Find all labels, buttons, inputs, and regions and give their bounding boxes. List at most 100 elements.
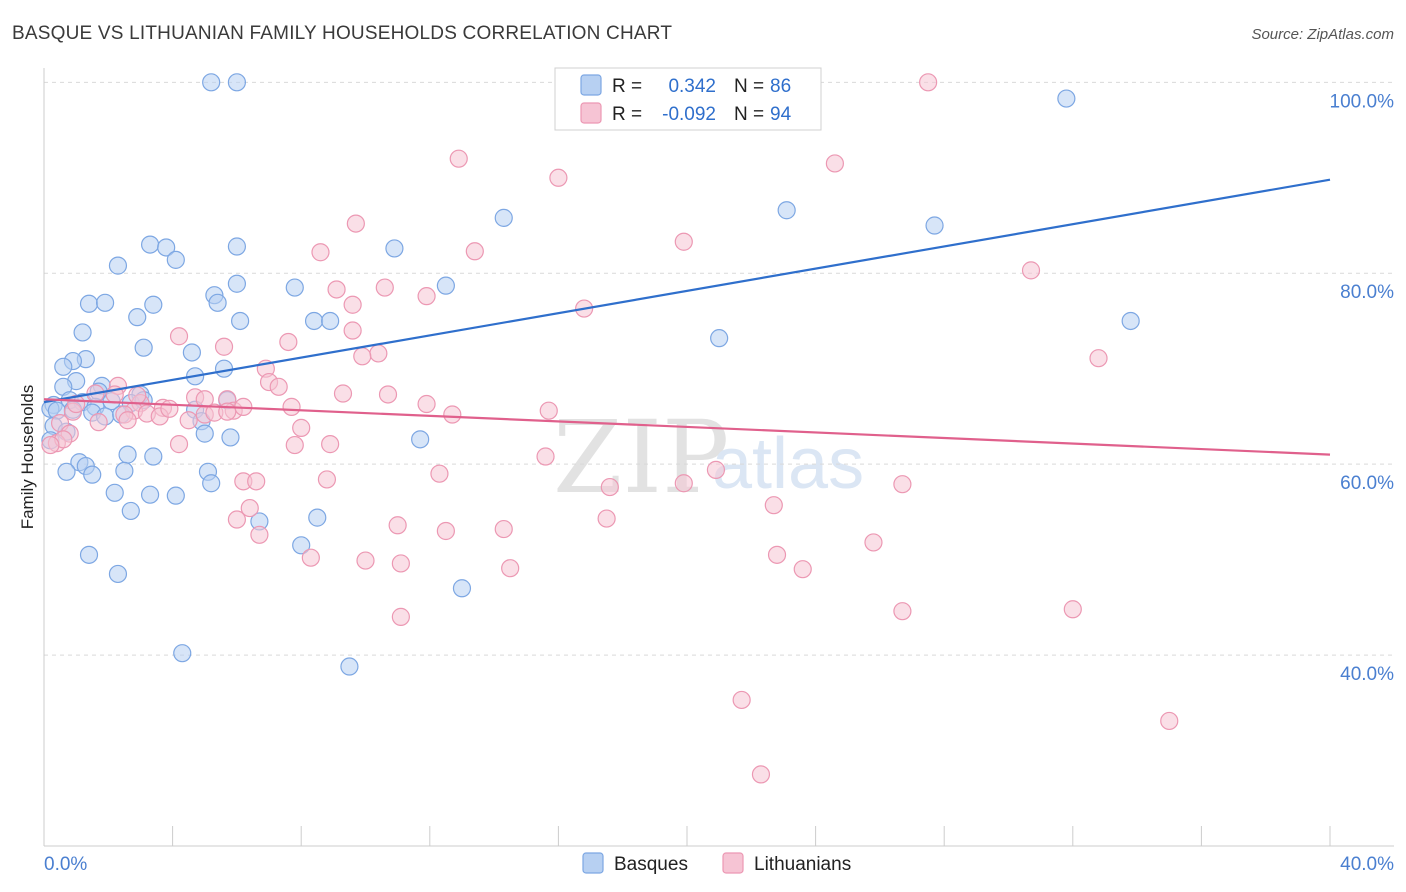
bottom-legend-swatch-lithuanians bbox=[722, 852, 744, 874]
y-tick-label-80: 80.0% bbox=[1340, 282, 1394, 303]
point-basques bbox=[182, 343, 201, 362]
point-lithuanians bbox=[247, 472, 266, 491]
point-lithuanians bbox=[343, 321, 362, 340]
legend-n-value-lithuanians: 94 bbox=[770, 104, 792, 125]
point-lithuanians bbox=[353, 347, 372, 366]
point-basques bbox=[304, 311, 324, 331]
point-basques bbox=[321, 311, 340, 331]
watermark: ZIP atlas bbox=[553, 399, 864, 516]
point-lithuanians bbox=[118, 411, 137, 430]
point-lithuanians bbox=[430, 464, 449, 483]
point-lithuanians bbox=[356, 551, 375, 570]
y-tick-label-100: 100.0% bbox=[1330, 91, 1395, 112]
point-lithuanians bbox=[391, 554, 410, 573]
point-lithuanians bbox=[218, 402, 237, 421]
point-lithuanians bbox=[893, 602, 912, 621]
chart-title: BASQUE VS LITHUANIAN FAMILY HOUSEHOLDS C… bbox=[12, 23, 672, 44]
point-lithuanians bbox=[436, 521, 455, 541]
point-basques bbox=[134, 338, 153, 357]
point-lithuanians bbox=[250, 525, 269, 544]
point-lithuanians bbox=[1021, 261, 1041, 280]
point-lithuanians bbox=[160, 399, 179, 418]
point-lithuanians bbox=[1089, 349, 1108, 368]
point-basques bbox=[121, 501, 140, 521]
y-tick-label-60: 60.0% bbox=[1340, 473, 1394, 494]
legend-n-label-basques: N = bbox=[734, 76, 764, 97]
point-basques bbox=[144, 447, 163, 466]
point-lithuanians bbox=[732, 690, 751, 710]
point-lithuanians bbox=[465, 242, 484, 261]
point-lithuanians bbox=[321, 435, 340, 454]
point-basques bbox=[202, 474, 221, 493]
point-basques bbox=[108, 564, 128, 584]
point-lithuanians bbox=[378, 385, 398, 404]
point-basques bbox=[385, 239, 404, 258]
bottom-legend-swatch-basques bbox=[582, 852, 604, 874]
point-basques bbox=[79, 294, 99, 313]
point-basques bbox=[340, 657, 359, 676]
trend-line-basques bbox=[43, 178, 1331, 404]
point-lithuanians bbox=[825, 154, 844, 173]
point-basques bbox=[54, 357, 73, 376]
point-basques bbox=[118, 445, 137, 464]
point-lithuanians bbox=[375, 278, 394, 297]
point-basques bbox=[83, 465, 102, 484]
point-lithuanians bbox=[536, 447, 555, 466]
stats-legend: R = 0.342 N = 86 R = -0.092 N = 94 bbox=[554, 67, 822, 131]
point-basques bbox=[227, 73, 246, 92]
point-lithuanians bbox=[292, 418, 311, 437]
point-basques bbox=[166, 486, 185, 505]
series-lithuanians-points bbox=[41, 73, 1179, 784]
point-lithuanians bbox=[41, 435, 60, 455]
point-lithuanians bbox=[767, 545, 787, 564]
point-lithuanians bbox=[327, 280, 346, 299]
point-basques bbox=[208, 293, 227, 312]
point-lithuanians bbox=[919, 73, 938, 92]
point-basques bbox=[115, 461, 134, 480]
point-basques bbox=[231, 311, 250, 331]
point-basques bbox=[494, 208, 513, 227]
grid-lines bbox=[44, 81, 1394, 656]
point-basques bbox=[140, 485, 160, 504]
point-lithuanians bbox=[317, 470, 337, 489]
point-lithuanians bbox=[279, 332, 298, 352]
point-lithuanians bbox=[539, 401, 558, 420]
y-tick-labels: 40.0% 60.0% 80.0% 100.0% bbox=[1330, 91, 1395, 685]
point-lithuanians bbox=[311, 243, 330, 262]
point-basques bbox=[195, 424, 214, 443]
point-basques bbox=[144, 295, 163, 314]
legend-swatch-lithuanians bbox=[580, 102, 602, 124]
point-lithuanians bbox=[501, 559, 520, 578]
y-tick-label-40: 40.0% bbox=[1340, 664, 1394, 685]
point-lithuanians bbox=[333, 384, 353, 403]
point-basques bbox=[221, 428, 240, 447]
point-basques bbox=[710, 329, 729, 348]
point-basques bbox=[227, 274, 246, 293]
point-basques bbox=[79, 545, 99, 564]
point-lithuanians bbox=[179, 411, 198, 430]
x-tick-label-min: 0.0% bbox=[44, 854, 87, 875]
point-lithuanians bbox=[1160, 711, 1179, 731]
point-lithuanians bbox=[128, 386, 147, 405]
bottom-legend-label-basques: Basques bbox=[614, 854, 688, 875]
legend-swatch-basques bbox=[580, 74, 602, 96]
point-basques bbox=[308, 508, 327, 527]
point-lithuanians bbox=[89, 413, 108, 432]
point-lithuanians bbox=[169, 327, 189, 346]
point-basques bbox=[436, 276, 455, 295]
point-lithuanians bbox=[169, 435, 189, 454]
point-basques bbox=[227, 237, 246, 256]
x-axis-ticks bbox=[172, 826, 1331, 846]
legend-n-value-basques: 86 bbox=[770, 76, 791, 97]
point-lithuanians bbox=[269, 377, 288, 396]
point-basques bbox=[140, 235, 160, 254]
point-basques bbox=[157, 238, 176, 257]
point-lithuanians bbox=[674, 474, 693, 493]
legend-r-label-basques: R = bbox=[612, 76, 642, 97]
point-basques bbox=[202, 73, 221, 92]
chart-source: Source: ZipAtlas.com bbox=[1251, 26, 1394, 43]
point-lithuanians bbox=[864, 533, 883, 552]
point-lithuanians bbox=[893, 475, 912, 494]
point-basques bbox=[777, 201, 796, 220]
